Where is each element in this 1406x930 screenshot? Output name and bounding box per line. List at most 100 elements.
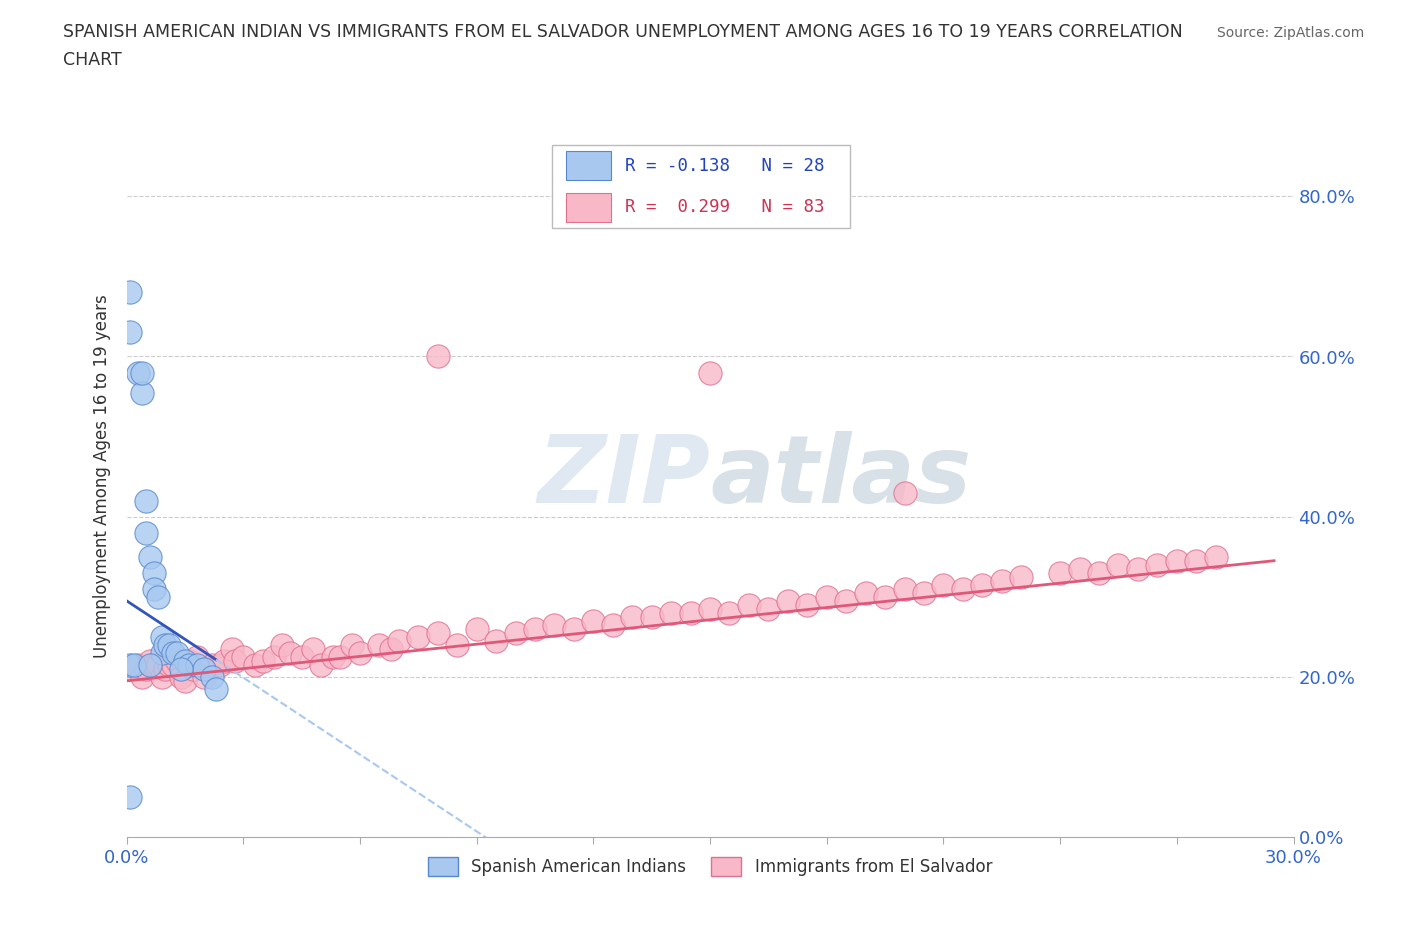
Point xyxy=(146,658,169,672)
Point xyxy=(139,654,162,669)
Point xyxy=(193,670,215,684)
Text: Source: ZipAtlas.com: Source: ZipAtlas.com xyxy=(1216,26,1364,40)
Point xyxy=(1205,550,1227,565)
Point xyxy=(309,658,332,672)
Point xyxy=(485,633,508,648)
Point xyxy=(263,649,285,664)
Point xyxy=(243,658,266,672)
Point xyxy=(135,525,157,540)
Point xyxy=(756,602,779,617)
Point xyxy=(659,605,682,620)
Point xyxy=(776,593,799,608)
Point xyxy=(142,581,165,596)
Point xyxy=(582,614,605,629)
Point xyxy=(602,618,624,632)
Point xyxy=(1010,569,1032,584)
Point xyxy=(181,661,204,676)
Point xyxy=(120,790,142,804)
Point xyxy=(177,658,200,672)
Point xyxy=(1166,553,1188,568)
Point xyxy=(641,609,664,624)
Point xyxy=(139,658,162,672)
Point xyxy=(150,645,173,660)
Point xyxy=(170,661,193,676)
Point xyxy=(127,658,149,672)
Point xyxy=(201,658,224,672)
Point xyxy=(212,654,235,669)
Point xyxy=(162,658,184,672)
Y-axis label: Unemployment Among Ages 16 to 19 years: Unemployment Among Ages 16 to 19 years xyxy=(93,295,111,658)
Point xyxy=(135,661,157,676)
Point xyxy=(142,565,165,580)
Point xyxy=(1126,562,1149,577)
Point xyxy=(426,349,449,364)
Point xyxy=(157,637,180,652)
Point xyxy=(146,590,169,604)
Point xyxy=(186,658,208,672)
Bar xyxy=(567,152,610,180)
Point xyxy=(162,645,184,660)
Point xyxy=(166,645,188,660)
Point xyxy=(120,658,142,672)
Point xyxy=(1069,562,1091,577)
Point xyxy=(893,485,915,500)
Point xyxy=(1088,565,1111,580)
Text: CHART: CHART xyxy=(63,51,122,69)
Point xyxy=(120,661,142,676)
Point xyxy=(135,493,157,508)
Point xyxy=(349,645,371,660)
Point xyxy=(621,609,644,624)
Point xyxy=(1146,557,1168,572)
Text: R =  0.299   N = 83: R = 0.299 N = 83 xyxy=(624,198,824,217)
Point xyxy=(131,670,153,684)
Point xyxy=(174,673,197,688)
Bar xyxy=(567,193,610,221)
Text: atlas: atlas xyxy=(710,431,972,523)
Point xyxy=(893,581,915,596)
Point xyxy=(426,625,449,640)
Point xyxy=(523,621,546,636)
Point xyxy=(718,605,741,620)
Point xyxy=(699,602,721,617)
Point xyxy=(368,637,391,652)
Text: ZIP: ZIP xyxy=(537,431,710,523)
Point xyxy=(120,285,142,299)
Point xyxy=(990,573,1012,588)
Point xyxy=(155,661,177,676)
Point xyxy=(815,590,838,604)
Point xyxy=(380,642,402,657)
Point xyxy=(738,597,761,612)
Point xyxy=(150,630,173,644)
Point xyxy=(221,642,243,657)
Point xyxy=(972,578,994,592)
Point xyxy=(796,597,818,612)
FancyBboxPatch shape xyxy=(553,145,851,228)
Point xyxy=(446,637,468,652)
Point xyxy=(543,618,565,632)
Text: SPANISH AMERICAN INDIAN VS IMMIGRANTS FROM EL SALVADOR UNEMPLOYMENT AMONG AGES 1: SPANISH AMERICAN INDIAN VS IMMIGRANTS FR… xyxy=(63,23,1182,41)
Legend: Spanish American Indians, Immigrants from El Salvador: Spanish American Indians, Immigrants fro… xyxy=(422,851,998,883)
Point xyxy=(124,658,146,672)
Point xyxy=(679,605,702,620)
Point xyxy=(340,637,363,652)
Point xyxy=(912,585,935,600)
Point xyxy=(120,326,142,340)
Point xyxy=(388,633,411,648)
Point xyxy=(205,682,228,697)
Text: R = -0.138   N = 28: R = -0.138 N = 28 xyxy=(624,157,824,175)
Point xyxy=(329,649,352,664)
Point xyxy=(835,593,858,608)
Point xyxy=(278,645,301,660)
Point xyxy=(1049,565,1071,580)
Point xyxy=(1185,553,1208,568)
Point xyxy=(166,654,188,669)
Point xyxy=(408,630,430,644)
Point xyxy=(252,654,274,669)
Point xyxy=(127,365,149,380)
Point xyxy=(932,578,955,592)
Point xyxy=(302,642,325,657)
Point xyxy=(232,649,254,664)
Point xyxy=(699,365,721,380)
Point xyxy=(155,637,177,652)
Point xyxy=(465,621,488,636)
